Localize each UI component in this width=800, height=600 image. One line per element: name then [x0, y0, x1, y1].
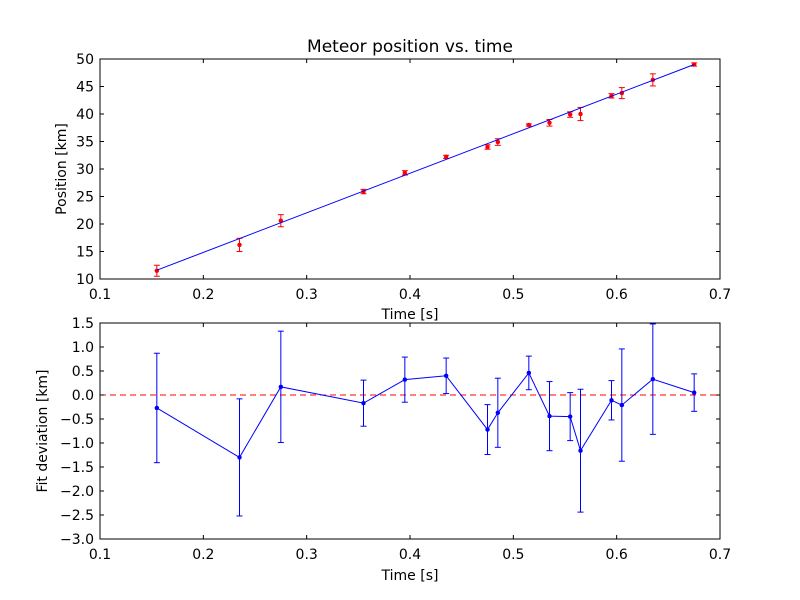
position-x-axis-label: Time [s]: [381, 307, 439, 323]
position-x-tick-label: 0.7: [709, 287, 731, 303]
data-point: [154, 405, 160, 411]
data-point: [485, 144, 490, 150]
deviation-x-tick-label: 0.5: [502, 547, 524, 563]
position-x-tick-label: 0.3: [296, 287, 318, 303]
position-axes: Meteor position vs. time 0.1 0.2 0.3 0.4 0.5…: [54, 37, 731, 323]
deviation-y-tick-label: 0.5: [72, 364, 94, 380]
deviation-x-axis-label: Time [s]: [381, 568, 439, 584]
position-y-tick-label: 40: [76, 107, 94, 123]
deviation-y-tick-label: −0.5: [60, 412, 94, 428]
deviation-y-tick-label: 0.0: [72, 388, 94, 404]
data-point: [691, 390, 697, 395]
data-point: [567, 112, 573, 117]
deviation-y-tick-label: 1.5: [72, 316, 94, 332]
data-point: [278, 384, 284, 390]
deviation-y-tick-label: −1.5: [60, 460, 94, 476]
data-point: [485, 427, 490, 432]
deviation-y-tick-label: −3.0: [60, 532, 94, 548]
deviation-y-tick-label: 1.0: [72, 340, 94, 356]
deviation-x-tick-label: 0.7: [709, 547, 731, 563]
position-x-tick-label: 0.6: [606, 287, 628, 303]
position-y-tick-label: 50: [76, 52, 94, 68]
position-ticks: 0.1 0.2 0.3 0.4 0.5 0.6 0.7 10 15 20 25 30 35 40 45 50: [76, 52, 731, 303]
data-point: [578, 111, 583, 117]
deviation-line: [156, 371, 695, 459]
deviation-y-tick-label: −2.0: [60, 484, 94, 500]
deviation-x-tick-label: 0.1: [89, 547, 111, 563]
position-y-tick-label: 45: [76, 80, 94, 96]
data-point: [495, 410, 501, 416]
position-y-tick-label: 30: [76, 162, 94, 178]
position-y-axis-label: Position [km]: [54, 123, 70, 215]
deviation-y-axis-label: Fit deviation [km]: [35, 369, 51, 492]
data-point: [443, 154, 449, 160]
position-x-tick-label: 0.1: [89, 287, 111, 303]
data-point: [526, 370, 532, 376]
position-y-tick-label: 35: [76, 135, 94, 151]
chart-title: Meteor position vs. time: [307, 37, 513, 57]
position-y-tick-label: 20: [76, 217, 94, 233]
position-y-tick-label: 25: [76, 190, 94, 206]
data-point: [578, 448, 583, 453]
data-point: [619, 402, 625, 408]
position-x-tick-label: 0.2: [192, 287, 214, 303]
deviation-marks: [100, 323, 720, 517]
deviation-y-tick-label: −2.5: [60, 508, 94, 524]
deviation-axes: 0.1 0.2 0.3 0.4 0.5 0.6 0.7 −3.0 −2.5 −2.0 −1.5 −1.…: [35, 316, 731, 584]
position-marks: [153, 62, 698, 277]
deviation-x-tick-label: 0.4: [399, 547, 421, 563]
data-point: [567, 414, 573, 419]
data-point: [361, 400, 366, 406]
data-point: [402, 377, 408, 382]
deviation-x-tick-label: 0.6: [606, 547, 628, 563]
position-x-tick-label: 0.5: [502, 287, 524, 303]
data-point: [547, 413, 552, 419]
data-point: [526, 122, 532, 128]
deviation-x-tick-label: 0.2: [192, 547, 214, 563]
data-point: [650, 376, 656, 382]
deviation-ticks: 0.1 0.2 0.3 0.4 0.5 0.6 0.7 −3.0 −2.5 −2.0 −1.5 −1.…: [60, 316, 731, 563]
deviation-x-tick-label: 0.3: [296, 547, 318, 563]
position-y-tick-label: 10: [76, 272, 94, 288]
deviation-y-tick-label: −1.0: [60, 436, 94, 452]
data-point: [443, 373, 449, 379]
data-point: [237, 455, 242, 460]
position-x-tick-label: 0.4: [399, 287, 421, 303]
data-point: [237, 242, 242, 248]
data-point: [547, 120, 552, 126]
data-point: [609, 398, 614, 403]
position-y-tick-label: 15: [76, 245, 94, 261]
fit-line: [156, 64, 695, 271]
